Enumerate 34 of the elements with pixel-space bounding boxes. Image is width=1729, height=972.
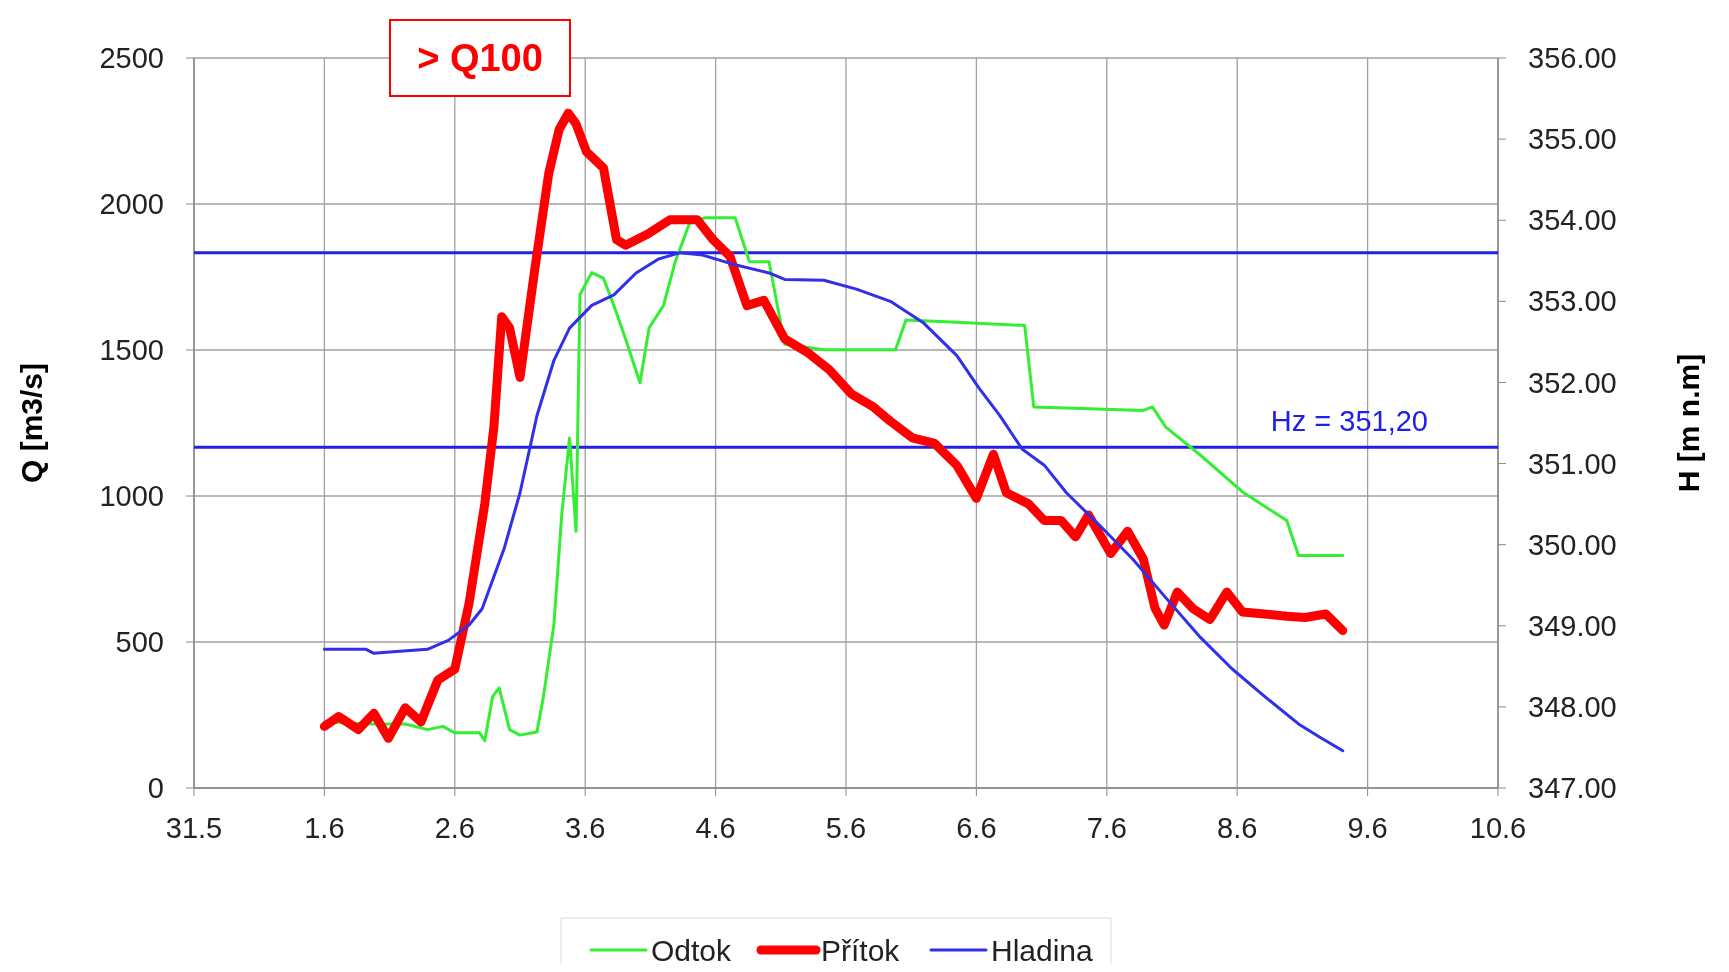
y2-tick-label: 352.00: [1528, 366, 1617, 399]
y-tick-label: 500: [115, 626, 164, 659]
y2-tick-label: 349.00: [1528, 609, 1617, 642]
x-tick-label: 9.6: [1347, 812, 1388, 844]
x-tick-label: 10.6: [1469, 812, 1527, 844]
y-tick-label: 1500: [99, 334, 164, 367]
y2-tick-label: 347.00: [1528, 772, 1617, 805]
x-tick-label: 4.6: [695, 812, 736, 844]
y2-tick-label: 354.00: [1528, 204, 1617, 237]
y2-tick-label: 351.00: [1528, 447, 1617, 480]
x-tick-label: 7.6: [1086, 812, 1127, 844]
y-tick-label: 2500: [99, 42, 164, 75]
y2-tick-label: 355.00: [1528, 123, 1617, 156]
y2-axis-title: H [m n.m]: [1672, 353, 1705, 493]
y-tick-label: 1000: [99, 480, 164, 513]
x-tick-label: 1.6: [304, 812, 345, 844]
x-tick-label: 31.5: [165, 812, 223, 844]
y-axis-title: Q [m3/s]: [15, 362, 48, 484]
annotation: > Q100: [417, 37, 543, 80]
legend-label: Hladina: [991, 933, 1094, 967]
y2-tick-label: 348.00: [1528, 691, 1617, 724]
x-tick-label: 3.6: [565, 812, 606, 844]
y2-tick-label: 353.00: [1528, 285, 1617, 318]
x-tick-label: 8.6: [1217, 812, 1258, 844]
y2-tick-label: 356.00: [1528, 42, 1617, 75]
x-tick-label: 6.6: [956, 812, 997, 844]
x-tick-label: 5.6: [825, 812, 867, 844]
legend-label: Přítok: [821, 933, 901, 967]
ref-line-label: Hz = 351,20: [1270, 405, 1428, 438]
x-tick-label: 2.6: [434, 812, 475, 844]
y-tick-label: 0: [147, 772, 164, 805]
y-tick-label: 2000: [99, 188, 164, 221]
legend-label: Odtok: [651, 933, 733, 967]
y2-tick-label: 350.00: [1528, 528, 1617, 561]
